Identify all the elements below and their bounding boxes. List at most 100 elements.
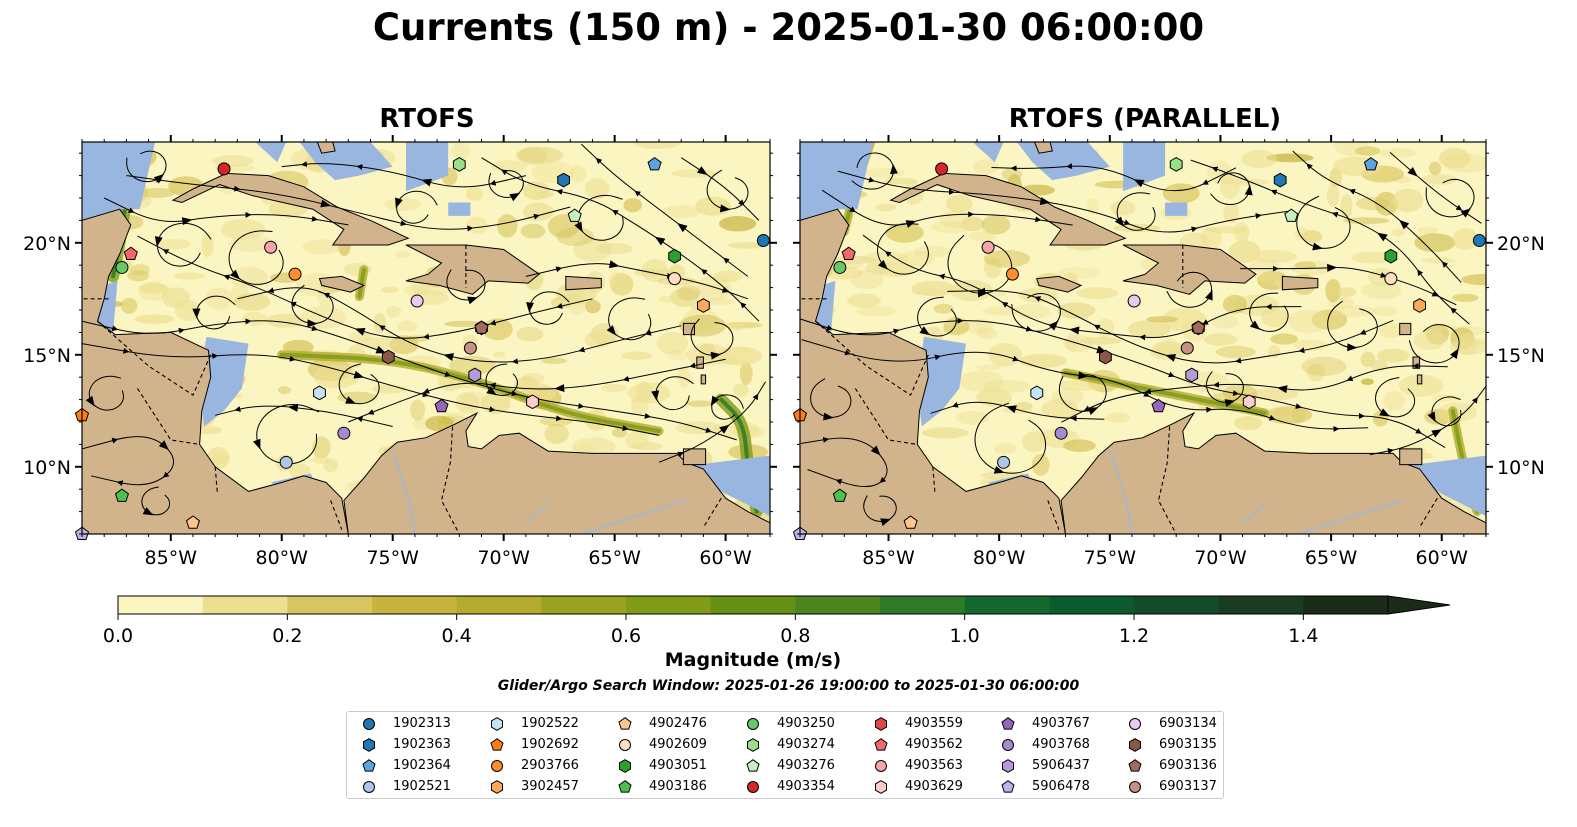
country-border bbox=[440, 426, 460, 534]
streamline-arrow bbox=[1048, 320, 1059, 331]
legend-label: 4902476 bbox=[649, 716, 707, 731]
legend-marker-4903276 bbox=[746, 759, 760, 772]
panel-title-rtofs-parallel: RTOFS (PARALLEL) bbox=[1008, 104, 1282, 134]
colorbar-segment bbox=[1134, 596, 1220, 614]
streamline-arrow bbox=[230, 269, 240, 280]
streamline-arrow bbox=[977, 289, 988, 298]
colorbar-label: Magnitude (m/s) bbox=[664, 649, 842, 671]
panel-title-rtofs: RTOFS bbox=[379, 104, 475, 134]
legend-marker-5906437 bbox=[1002, 759, 1014, 773]
colorbar-segment bbox=[202, 596, 288, 614]
float-marker-4902476 bbox=[903, 515, 918, 529]
legend-label: 1902522 bbox=[521, 716, 579, 731]
streamline-arrow bbox=[1114, 216, 1125, 227]
streamline-arrow bbox=[710, 395, 720, 407]
legend-marker-5906478 bbox=[1001, 780, 1015, 793]
float-marker-4903563 bbox=[264, 240, 278, 254]
streamline-arrow bbox=[880, 518, 891, 526]
streamline-arrow bbox=[1039, 197, 1051, 206]
axis-ticks bbox=[793, 135, 1493, 541]
country-border bbox=[330, 500, 343, 530]
float-legend: 1902313 1902363 1902364 1902521 1902522 19026… bbox=[346, 711, 1224, 799]
float-marker-3902457 bbox=[697, 298, 710, 313]
x-tick-label: 75°W bbox=[1084, 547, 1137, 569]
streamline-arrow bbox=[1312, 242, 1323, 251]
colorbar-segment bbox=[1218, 596, 1304, 614]
colorbar-segment bbox=[795, 596, 881, 614]
streamline-arrow bbox=[870, 445, 881, 456]
legend-label: 5906478 bbox=[1032, 779, 1090, 794]
river bbox=[581, 499, 686, 534]
float-marker-4903186 bbox=[832, 488, 847, 502]
streamline-arrow bbox=[252, 438, 261, 450]
legend-label: 1902313 bbox=[393, 716, 451, 731]
streamline-arrow bbox=[320, 199, 331, 208]
float-markers bbox=[792, 156, 1486, 540]
streamline-arrow bbox=[153, 174, 165, 184]
colorbar-segment bbox=[118, 596, 204, 614]
float-marker-6903136 bbox=[474, 320, 489, 334]
legend-label: 4903563 bbox=[905, 758, 963, 773]
float-marker-4903276 bbox=[567, 208, 582, 222]
float-marker-1902313 bbox=[1472, 234, 1486, 248]
colorbar-segment bbox=[710, 596, 796, 614]
float-marker-4903274 bbox=[1169, 157, 1183, 172]
legend-label: 4903051 bbox=[649, 758, 707, 773]
country-border bbox=[1419, 497, 1438, 528]
river bbox=[1297, 499, 1403, 534]
legend-marker-4903562 bbox=[874, 738, 888, 751]
legend-label: 4903354 bbox=[777, 779, 835, 794]
streamline-arrow bbox=[1460, 208, 1471, 218]
colorbar-segment bbox=[372, 596, 458, 614]
colorbar-tick-label: 0.4 bbox=[442, 625, 472, 647]
river bbox=[525, 504, 549, 524]
x-tick-label: 85°W bbox=[145, 547, 198, 569]
streamline-arrow bbox=[1277, 385, 1288, 394]
streamline-arrow bbox=[1347, 343, 1358, 352]
y-tick-label: 20°N bbox=[1497, 233, 1545, 255]
streamline-arrow bbox=[574, 221, 583, 233]
map-frame bbox=[81, 141, 771, 535]
float-markers bbox=[74, 156, 770, 540]
float-marker-4903051 bbox=[668, 248, 681, 264]
streamline-arrow bbox=[697, 166, 708, 175]
legend-label: 4903186 bbox=[649, 779, 707, 794]
x-tick-label: 80°W bbox=[973, 547, 1026, 569]
float-marker-4903629 bbox=[526, 394, 539, 410]
float-marker-1902521 bbox=[997, 455, 1011, 469]
legend-label: 1902363 bbox=[393, 737, 451, 752]
colorbar-segment bbox=[880, 596, 966, 614]
float-marker-2903766 bbox=[1005, 267, 1019, 281]
float-marker-4903276 bbox=[1284, 208, 1299, 222]
streamline-arrow bbox=[1224, 399, 1236, 407]
streamline-arrow bbox=[85, 395, 95, 407]
streamline-arrow bbox=[1087, 407, 1099, 415]
streamline-arrow bbox=[608, 260, 620, 269]
float-marker-4903562 bbox=[841, 246, 856, 260]
legend-marker-1902313 bbox=[363, 718, 375, 730]
float-marker-5906437 bbox=[1185, 367, 1199, 383]
streamline-arrow bbox=[606, 325, 617, 336]
colorbar-segment bbox=[456, 596, 542, 614]
x-tick-label: 65°W bbox=[1305, 547, 1358, 569]
float-marker-4903768 bbox=[1054, 426, 1068, 440]
streamline-arrow bbox=[654, 236, 666, 246]
streamline-arrow bbox=[719, 424, 730, 434]
streamline-arrow bbox=[526, 302, 535, 313]
float-marker-1902521 bbox=[279, 455, 293, 469]
float-marker-4903562 bbox=[123, 246, 138, 260]
river bbox=[1242, 504, 1266, 524]
streamline-arrow bbox=[1165, 353, 1176, 362]
colorbar-segment bbox=[1303, 596, 1389, 614]
colorbar-segment bbox=[287, 596, 373, 614]
legend-label: 4903559 bbox=[905, 716, 963, 731]
colorbar-segment bbox=[964, 596, 1050, 614]
colorbar-tick-label: 1.2 bbox=[1119, 625, 1149, 647]
legend-marker-1902364 bbox=[362, 759, 376, 772]
float-marker-4902476 bbox=[185, 515, 200, 529]
legend-marker-4903767 bbox=[1001, 717, 1015, 730]
x-tick-label: 70°W bbox=[477, 547, 530, 569]
streamline-arrow bbox=[1327, 263, 1338, 272]
streamline-arrow bbox=[1133, 179, 1145, 188]
